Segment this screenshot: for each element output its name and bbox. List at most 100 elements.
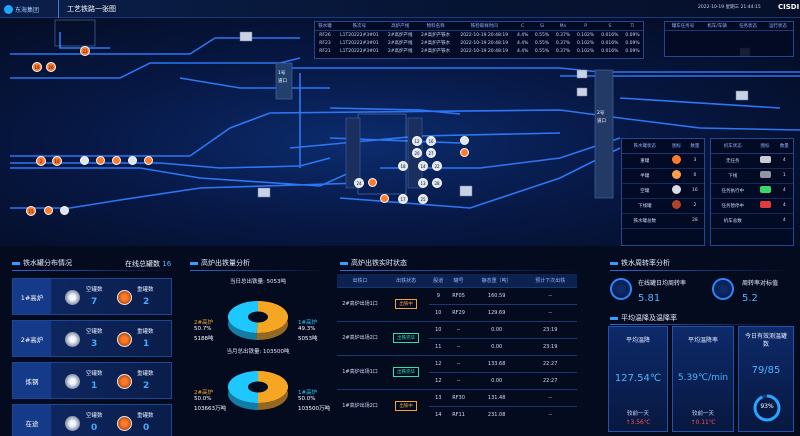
table-row[interactable]: RF23 L1T20222#3#01 2#高炉产线 2#高炉产铁水 2022-10-19… (315, 39, 643, 47)
table-cell: 0.37% (555, 32, 571, 38)
map-ladle-node[interactable] (460, 136, 469, 145)
railway-map[interactable]: 23 19 26 12 20 16 27 18 14 22 13 28 17 25 24 2 10 15 1号 道口 2… (0, 18, 800, 246)
distribution-row[interactable]: 2#高炉 空罐数 3 重罐数 1 (12, 320, 172, 357)
map-ladle-node[interactable] (60, 206, 69, 215)
table-cell: 0.37% (555, 48, 571, 54)
table-cell: 2#高炉产线 (387, 41, 413, 46)
distribution-row[interactable]: 在途 空罐数 0 重罐数 0 (12, 404, 172, 436)
table-row[interactable]: 2#高炉出场1口 出铁中 9 RF05 160.59 -- (337, 286, 577, 321)
map-ladle-node[interactable]: 18 (398, 161, 408, 171)
table-cell: 4.4% (517, 48, 529, 54)
map-ladle-node[interactable] (96, 156, 105, 165)
col-header: 物料名称 (416, 22, 455, 31)
table-cell: 10 (429, 320, 448, 338)
table-cell: -- (523, 388, 577, 406)
map-ladle-node[interactable]: 28 (432, 178, 442, 188)
status-badge: 出铁完毕 (393, 333, 420, 343)
table-cell: 133.68 (469, 354, 524, 372)
table-row[interactable]: 14 RF11 231.08 -- (337, 405, 577, 423)
legend-icon-cell (667, 213, 686, 229)
map-ladle-node[interactable] (144, 156, 153, 165)
iron-sample-table[interactable]: 铁水罐 铁次号 高炉产线 物料名称 铁检取样时间 C Si Mn P S Ti RF26 L1T202… (314, 21, 644, 59)
table-row[interactable]: 1#高炉出场2口 出铁中 13 RF30 131.48 -- (337, 388, 577, 423)
pie-slice (256, 301, 288, 333)
benchmark-gauge-icon (712, 278, 734, 300)
empty-count: 0 (91, 423, 98, 433)
col-header: 出铁口 (337, 274, 383, 287)
table-row[interactable]: 12 -- 0.00 22:27 (337, 371, 577, 389)
pie-label-left: 5188吨 (194, 336, 214, 342)
map-ladle-node[interactable]: 26 (46, 62, 56, 72)
map-ladle-node[interactable]: 16 (426, 136, 436, 146)
distribution-row[interactable]: 1#高炉 空罐数 7 重罐数 2 (12, 278, 172, 315)
table-cell: -- (447, 320, 470, 338)
area-name: 在途 (13, 405, 51, 436)
col-header: 静态重（吨） (469, 274, 524, 287)
map-ladle-node[interactable]: 20 (412, 148, 422, 158)
tap-status-cell: 出铁中 (383, 286, 430, 321)
table-row[interactable]: 2#高炉出场2口 出铁完毕 10 -- 0.00 23:19 (337, 320, 577, 355)
map-ladle-node[interactable]: 14 (418, 161, 428, 171)
table-row[interactable]: 10 RF29 129.69 -- (337, 303, 577, 321)
table-cell: -- (523, 303, 577, 321)
map-ladle-node[interactable] (112, 156, 121, 165)
map-ladle-node[interactable]: 12 (412, 136, 422, 146)
map-ladle-node[interactable]: 19 (32, 62, 42, 72)
legend-row: 无任务 4 (711, 153, 793, 169)
map-ladle-node[interactable] (80, 156, 89, 165)
heavy-ladle-icon (117, 332, 132, 347)
table-cell: 2#高炉产线 (387, 49, 413, 54)
map-ladle-node[interactable] (460, 148, 469, 157)
table-row[interactable]: 1#高炉出场1口 出铁完毕 12 -- 133.68 22:27 (337, 354, 577, 389)
legend-row: 下线 1 (711, 168, 793, 184)
ladle-icon (672, 185, 682, 194)
brand-logo: CISDI (778, 3, 800, 11)
col-header: 任务状态 (733, 22, 764, 31)
legend-total-row: 机车总数 4 (711, 213, 793, 229)
map-ladle-node[interactable]: 10 (52, 156, 62, 166)
col-header: 铁次号 (335, 22, 384, 31)
title-bar-icon (190, 261, 198, 265)
map-ladle-node[interactable]: 15 (26, 206, 36, 216)
page-title[interactable]: 工艺铁路一张图 (58, 0, 124, 18)
table-cell: 0.09% (625, 32, 640, 38)
table-row[interactable]: 11 -- 0.00 23:19 (337, 337, 577, 355)
map-ladle-node[interactable] (380, 194, 389, 203)
col-header: S (597, 22, 622, 31)
table-cell: RF26 (319, 32, 331, 38)
empty-count: 7 (91, 297, 98, 307)
map-ladle-node[interactable]: 13 (418, 178, 428, 188)
map-ladle-node[interactable] (44, 206, 53, 215)
table-cell: 2#高炉产铁水 (421, 49, 451, 54)
legend-icon-cell (754, 213, 776, 229)
table-row[interactable]: RF21 L1T20222#3#01 2#高炉产线 2#高炉产铁水 2022-10-19… (315, 47, 643, 55)
map-ladle-node[interactable]: 2 (36, 156, 46, 166)
table-cell: 23:19 (523, 320, 577, 338)
pie-label-right: 1#高炉 (298, 320, 318, 326)
map-ladle-node[interactable] (128, 156, 137, 165)
divider (340, 270, 580, 271)
pie-subtitle: 当日总出铁量: 5053吨 (229, 279, 287, 285)
divider (12, 270, 176, 271)
distribution-row[interactable]: 炼钢 空罐数 1 重罐数 2 (12, 362, 172, 399)
map-ladle-node[interactable]: 25 (418, 194, 428, 204)
status-badge: 出铁中 (395, 299, 417, 309)
map-ladle-node[interactable]: 24 (354, 178, 364, 188)
map-ladle-node[interactable]: 22 (432, 161, 442, 171)
map-ladle-node[interactable]: 17 (398, 194, 408, 204)
dispatch-table[interactable]: 罐车任务号 机车/车辆 任务状态 运行状态 (664, 21, 794, 57)
table-cell: -- (523, 405, 577, 423)
map-ladle-node[interactable]: 27 (426, 148, 436, 158)
table-row[interactable]: RF26 L1T20222#3#01 2#高炉产线 2#高炉产铁水 2022-10-19… (315, 31, 643, 40)
map-ladle-node[interactable] (368, 178, 377, 187)
table-cell: 23:19 (523, 337, 577, 355)
tap-status-cell: 出铁中 (383, 388, 430, 423)
clock: 2022-10-19 星期三 21:44:15 (698, 5, 761, 10)
logo-icon (4, 4, 13, 14)
pie-label-left: 2#高炉 (194, 320, 214, 326)
col-header: 铁水罐状态 (622, 139, 668, 154)
realtime-table[interactable]: 出铁口 出铁状态 股道 罐号 静态重（吨） 预计下次出铁 2#高炉出场1口 出铁中 9 RF05… (337, 274, 577, 423)
legend-icon-cell (667, 183, 686, 199)
map-ladle-node[interactable]: 23 (80, 46, 90, 56)
pie-slice (228, 371, 258, 403)
